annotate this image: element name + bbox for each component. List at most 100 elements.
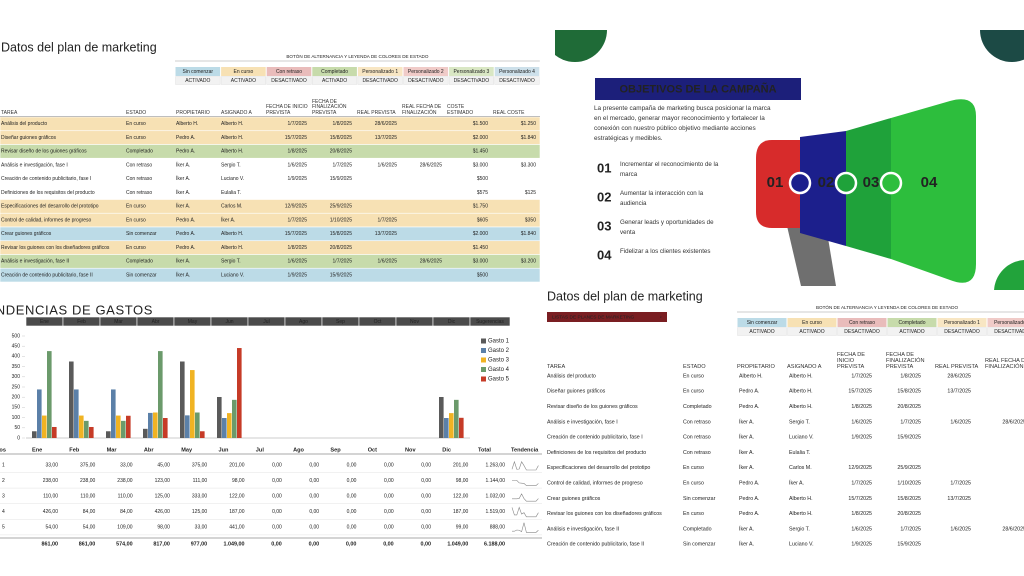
table-cell: Creación de contenido publicitario, fase… — [1, 176, 91, 182]
column-header-box: REAL FECHA DE FINALIZACIÓN — [985, 358, 1024, 370]
corner-circle — [555, 30, 607, 62]
table-cell: Alberto H. — [221, 121, 243, 127]
table-cell: Sin comenzar — [126, 231, 157, 237]
table-header: Total — [478, 447, 491, 453]
column-header: ESTADO — [683, 363, 706, 370]
table-cell: 15/7/2025 — [848, 389, 872, 395]
total-cell: 0,00 — [309, 541, 320, 547]
y-tick-label: 500 — [12, 333, 21, 339]
total-cell: 0,00 — [383, 541, 394, 547]
table-cell: 1/9/2025 — [288, 176, 308, 182]
table-cell: 98,00 — [232, 478, 245, 484]
table-cell: Íker A. — [789, 480, 804, 487]
table-cell: 375,00 — [192, 462, 208, 468]
bar — [153, 412, 158, 438]
table-cell: 441,00 — [229, 525, 245, 531]
table-cell: 0,00 — [309, 525, 319, 531]
table-cell: Íker A. — [739, 418, 754, 425]
table-cell: 426,00 — [43, 509, 59, 515]
table-header: Ago — [293, 447, 304, 453]
megaphone-part — [891, 99, 976, 283]
table-cell: Íker A. — [176, 271, 190, 278]
table-header: May — [181, 447, 193, 453]
legend-state-bg — [937, 327, 987, 336]
table-cell: $2.000 — [473, 135, 489, 141]
table-cell: 0,00 — [421, 462, 431, 468]
table-cell: En curso — [126, 121, 146, 127]
objective-text: Incrementar el reconocimiento de la marc… — [620, 161, 719, 178]
table-cell: Diseñar guiones gráficos — [547, 389, 606, 395]
table-cell: $1.500 — [473, 121, 489, 127]
objective-text: Generar leads y oportunidades de venta — [620, 219, 714, 236]
table-cell: 1/7/2025 — [333, 162, 353, 168]
title-box — [595, 78, 801, 100]
table-cell: Íker A. — [176, 175, 190, 182]
legend-swatch — [481, 376, 486, 382]
table-cell: $1.840 — [521, 231, 537, 237]
table-cell: 0,00 — [384, 494, 394, 500]
table-cell: Con retraso — [126, 176, 152, 182]
legend-state-bg — [312, 76, 358, 85]
table-cell: En curso — [683, 465, 704, 471]
legend-label: Con retraso — [849, 320, 875, 326]
bar — [126, 415, 131, 438]
table-cell: Íker A. — [739, 541, 754, 548]
table-cell: Con retraso — [683, 419, 711, 425]
table-cell: Pedro A. — [739, 511, 759, 517]
table-cell: 13/7/2025 — [947, 389, 971, 395]
table-cell: 15/7/2025 — [285, 231, 307, 237]
legend-swatch — [887, 318, 937, 327]
table-cell: 123,00 — [155, 478, 171, 484]
table-cell: Alberto H. — [739, 373, 763, 379]
table-cell: 110,00 — [43, 494, 58, 500]
suggestions-label: Sugerencias — [476, 319, 504, 325]
table-cell: Pedro A. — [176, 217, 195, 223]
table-cell: 15/8/2025 — [897, 389, 921, 395]
table-cell: Eulalia T. — [789, 450, 810, 456]
table-cell: $3.200 — [521, 259, 537, 265]
table-cell: Sergio T. — [221, 259, 241, 265]
table-cell: 0,00 — [309, 478, 319, 484]
table-cell: Sergio T. — [789, 419, 810, 425]
objective-number: 01 — [597, 160, 611, 175]
table-cell: Alberto H. — [176, 121, 198, 127]
list-button-label: LISTAS DE PLANES DE MARKETING — [552, 314, 635, 320]
table-cell: $350 — [525, 217, 536, 223]
legend-label: Sin comenzar — [747, 320, 778, 326]
table-cell: Con retraso — [126, 162, 152, 168]
y-tick-label: 0 — [17, 435, 20, 441]
column-header: ESTADO — [126, 109, 147, 116]
month-label: Feb — [77, 319, 86, 325]
column-header-box: ESTADO — [683, 363, 706, 370]
column-header-box: ASIGNADO A — [221, 110, 252, 116]
table-header: Ene — [32, 447, 42, 453]
table-cell: Revisar los guiones con los diseñadores … — [547, 511, 662, 517]
table-cell: Alberto H. — [221, 231, 243, 237]
table-cell: 1/6/2025 — [288, 162, 308, 168]
table-cell: Especificaciones del desarrollo del prot… — [547, 465, 650, 471]
column-header: PROPIETARIO — [176, 109, 210, 116]
table-cell: $575 — [477, 190, 488, 196]
table-cell: Alberto H. — [789, 511, 813, 517]
table-cell: 375,00 — [80, 462, 96, 468]
total-cell: 0,00 — [421, 541, 432, 547]
table-cell: Diseñar guiones gráficos — [1, 135, 57, 141]
table-cell: 0,00 — [309, 509, 319, 515]
megaphone-label: 02 — [818, 174, 835, 191]
megaphone-part — [800, 131, 846, 246]
bar — [444, 418, 449, 438]
column-header-box: ESTADO — [126, 109, 147, 116]
legend-swatch — [312, 67, 357, 76]
table-cell: 1/7/2025 — [851, 373, 872, 379]
megaphone-part — [846, 118, 891, 259]
legend-title: BOTÓN DE ALTERNANCIA Y LEYENDA DE COLORE… — [816, 304, 959, 310]
expense-sheet: TENDENCIAS DE GASTOS Ene Feb Mar Abr May Jun Ju… — [0, 302, 542, 547]
table-cell: Pedro A. — [739, 389, 759, 395]
legend-state: DESACTIVADO — [271, 78, 307, 84]
table-cell: Íker A. — [221, 216, 235, 223]
total-cell: 861,00 — [42, 541, 59, 547]
bar — [459, 417, 464, 438]
table-cell: 0,00 — [384, 525, 394, 531]
legend-state-bg — [987, 327, 1024, 336]
